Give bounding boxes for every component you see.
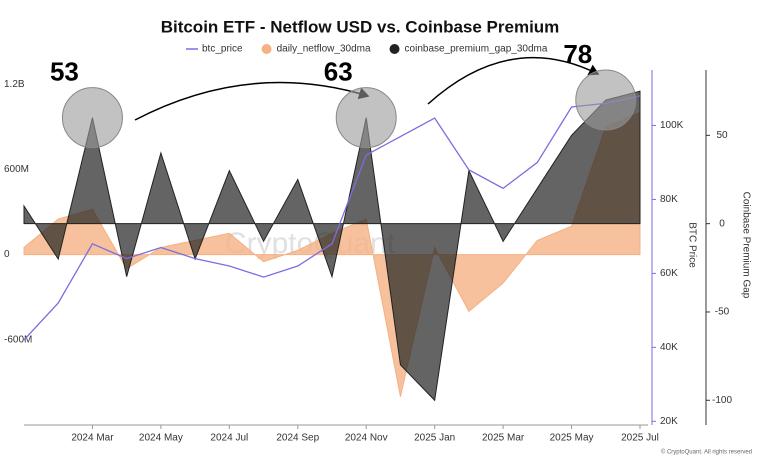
arrow <box>134 81 370 121</box>
legend-swatch <box>261 44 272 54</box>
y2-tick-label: 80K <box>660 194 678 205</box>
x-tick-label: 2025 Jan <box>414 433 455 444</box>
footer: © CryptoQuant. All rights reserved <box>661 449 752 456</box>
y-tick-label: 1.2B <box>4 79 25 90</box>
annotation: 53 <box>50 57 79 87</box>
x-tick-label: 2024 May <box>139 433 183 444</box>
y3-tick-label: -50 <box>715 307 730 318</box>
x-tick-label: 2024 Nov <box>345 433 388 444</box>
highlight-circle <box>61 87 123 149</box>
y2-axis-label: BTC Price <box>686 222 697 268</box>
y2-tick-label: 60K <box>660 268 678 279</box>
annotation: 63 <box>324 57 353 87</box>
y-tick-label: -600M <box>4 334 32 345</box>
legend-swatch <box>389 44 400 54</box>
x-tick-label: 2025 May <box>550 433 594 444</box>
y3-axis-label: Coinbase Premium Gap <box>740 192 751 299</box>
arrow <box>427 56 600 105</box>
y2-tick-label: 100K <box>660 120 684 131</box>
legend-label: btc_price <box>202 44 243 55</box>
chart-title: Bitcoin ETF - Netflow USD vs. Coinbase P… <box>161 17 560 36</box>
x-tick-label: 2025 Jul <box>621 433 659 444</box>
highlight-circle <box>575 69 637 131</box>
y-tick-label: 0 <box>4 249 10 260</box>
annotation: 78 <box>563 39 592 69</box>
x-tick-label: 2025 Mar <box>482 433 525 444</box>
x-tick-label: 2024 Mar <box>71 433 114 444</box>
x-tick-label: 2024 Sep <box>276 433 319 444</box>
x-tick-label: 2024 Jul <box>210 433 248 444</box>
legend-label: daily_netflow_30dma <box>277 44 371 55</box>
y3-tick-label: 0 <box>719 218 725 229</box>
y-tick-label: 600M <box>4 164 29 175</box>
highlight-circle <box>335 87 397 149</box>
legend-label: coinbase_premium_gap_30dma <box>405 44 548 55</box>
y3-tick-label: 50 <box>716 130 728 141</box>
y2-tick-label: 40K <box>660 342 678 353</box>
y2-tick-label: 20K <box>660 416 678 427</box>
y3-tick-label: -100 <box>712 395 732 406</box>
series-line <box>23 95 641 341</box>
